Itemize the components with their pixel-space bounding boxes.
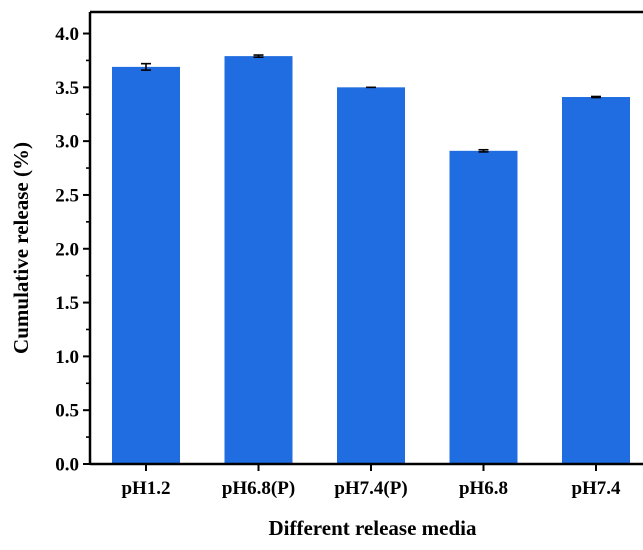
y-tick-label: 1.0 bbox=[55, 347, 79, 368]
y-tick-label: 1.5 bbox=[55, 293, 79, 314]
y-tick-label: 3.0 bbox=[55, 132, 79, 153]
x-tick-label: pH6.8(P) bbox=[222, 478, 295, 499]
bar bbox=[337, 87, 405, 464]
x-tick-label: pH1.2 bbox=[121, 478, 170, 499]
bars-layer bbox=[112, 56, 630, 465]
y-tick-label: 3.5 bbox=[55, 78, 79, 99]
x-ticks-layer: pH1.2 pH6.8(P) pH7.4(P) pH6.8 pH7.4 bbox=[121, 464, 621, 499]
error-bars-layer bbox=[141, 54, 601, 153]
y-tick-label: 2.5 bbox=[55, 185, 79, 206]
bar bbox=[449, 150, 518, 465]
x-tick-label: pH6.8 bbox=[459, 478, 508, 499]
bar bbox=[224, 56, 293, 464]
y-tick-label: 4.0 bbox=[55, 24, 79, 45]
x-tick-label: pH7.4(P) bbox=[334, 478, 407, 499]
y-tick-label: 0.0 bbox=[55, 455, 79, 476]
y-tick-label: 2.0 bbox=[55, 239, 79, 260]
bar bbox=[112, 66, 180, 464]
y-ticks-layer: 0.0 0.5 1.0 1.5 2.0 2.5 3.0 3.5 4.0 bbox=[55, 24, 90, 476]
bar bbox=[562, 97, 630, 465]
x-axis-title: Different release media bbox=[269, 516, 477, 540]
y-axis-title: Cumulative release (%) bbox=[9, 142, 33, 354]
y-tick-label: 0.5 bbox=[55, 401, 79, 422]
x-tick-label: pH7.4 bbox=[571, 478, 621, 499]
